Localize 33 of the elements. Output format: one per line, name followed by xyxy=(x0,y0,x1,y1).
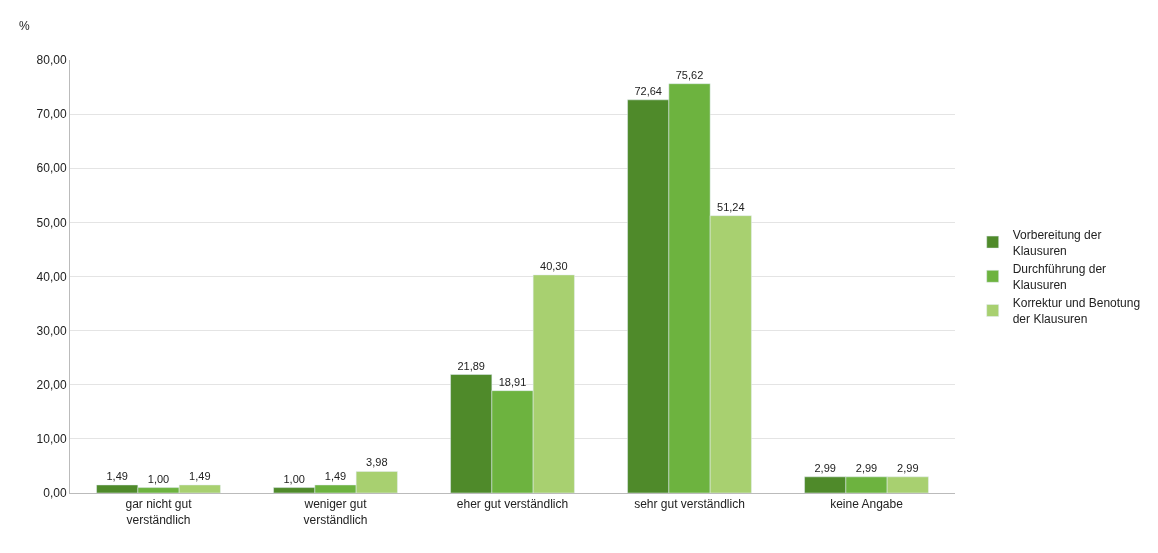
y-tick-label: 30,00 xyxy=(36,323,67,338)
x-tick-label: keine Angabe xyxy=(830,497,904,512)
y-tick-label: 50,00 xyxy=(36,215,67,230)
y-tick-label: 0,00 xyxy=(43,486,67,501)
y-axis-title: % xyxy=(19,19,30,33)
legend-label: Vorbereitung der Klausuren xyxy=(1012,227,1102,258)
data-label: 1,49 xyxy=(189,469,211,482)
data-label: 3,98 xyxy=(366,456,388,469)
y-tick-label: 40,00 xyxy=(36,269,67,284)
data-label: 2,99 xyxy=(897,461,919,474)
x-tick-label: sehr gut verständlich xyxy=(634,497,745,512)
data-label: 18,91 xyxy=(498,375,527,388)
data-label: 2,99 xyxy=(855,461,878,474)
y-tick-label: 80,00 xyxy=(36,53,67,68)
legend-label: Durchführung der Klausuren xyxy=(1012,262,1107,292)
data-label: 1,49 xyxy=(106,469,128,482)
x-tick-label: eher gut verständlich xyxy=(456,497,569,512)
data-label: 2,99 xyxy=(814,461,836,474)
data-label: 51,24 xyxy=(717,200,745,213)
data-label: 1,00 xyxy=(283,472,305,485)
legend-label: Korrektur und Benotung der Klausuren xyxy=(1012,296,1141,326)
y-tick-label: 10,00 xyxy=(36,432,67,447)
data-label: 1,00 xyxy=(147,472,170,485)
y-tick-label: 20,00 xyxy=(36,377,67,392)
data-label: 72,64 xyxy=(634,84,662,97)
data-label: 1,49 xyxy=(324,469,347,482)
data-label: 75,62 xyxy=(675,68,704,81)
data-label: 21,89 xyxy=(457,359,485,372)
x-tick-label: gar nicht gut verständlich xyxy=(125,497,193,527)
data-label: 40,30 xyxy=(540,259,568,272)
y-tick-label: 60,00 xyxy=(36,161,67,176)
x-tick-label: weniger gut verständlich xyxy=(303,497,368,527)
y-tick-label: 70,00 xyxy=(36,107,67,122)
